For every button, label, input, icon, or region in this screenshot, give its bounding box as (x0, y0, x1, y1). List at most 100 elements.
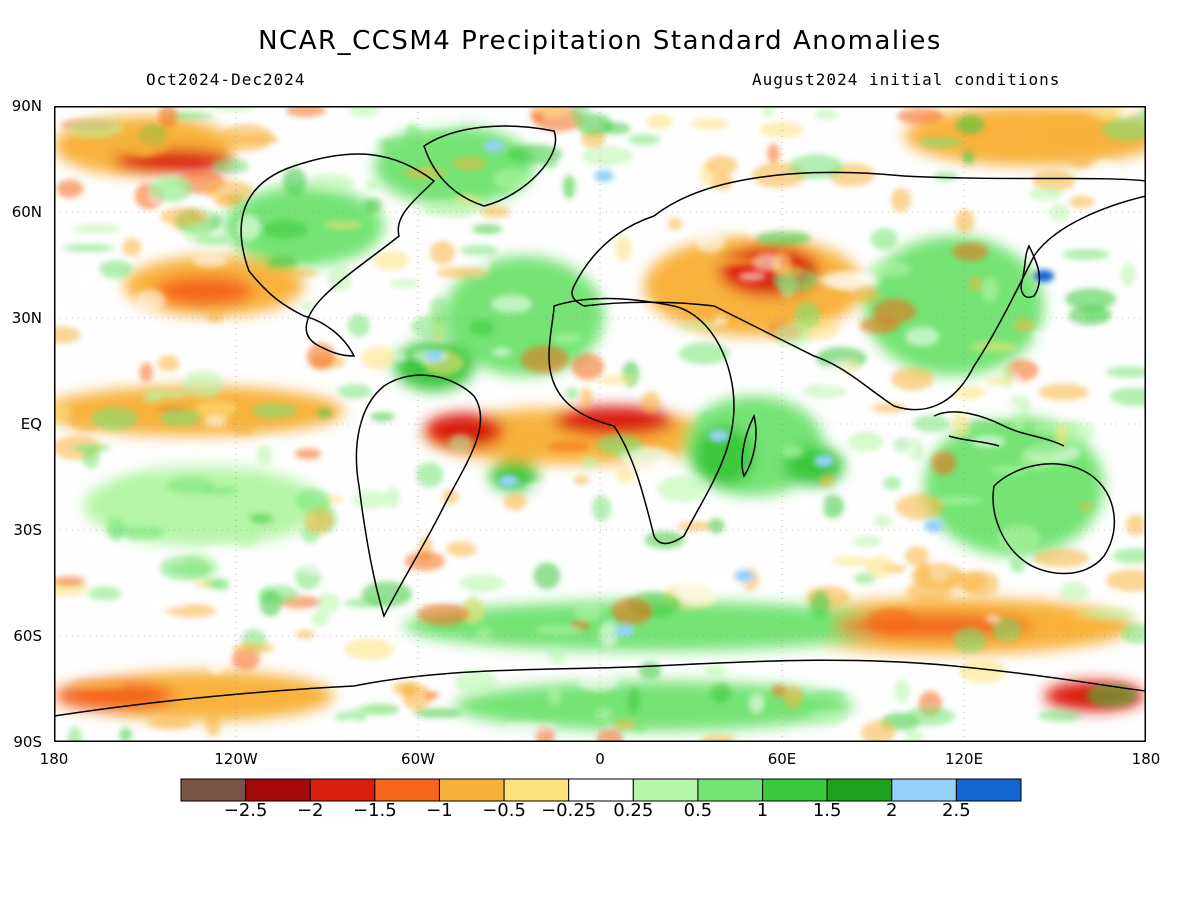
anomaly-speckle (54, 401, 72, 421)
anomaly-speckle (1110, 386, 1146, 407)
anomaly-speckle (548, 647, 566, 666)
anomaly-speckle (520, 345, 569, 374)
anomaly-speckle (256, 444, 273, 466)
colorbar-swatch (826, 778, 893, 802)
chart-title: NCAR_CCSM4 Precipitation Standard Anomal… (258, 26, 942, 56)
anomaly-speckle (182, 223, 213, 244)
anomaly-speckle (627, 687, 640, 715)
anomaly-speckle (233, 522, 258, 547)
anomaly-speckle (436, 267, 490, 279)
anomaly-speckle (1121, 622, 1146, 644)
anomaly-speckle (539, 156, 559, 169)
anomaly-speckle (699, 412, 717, 429)
anomaly-speckle (340, 717, 360, 742)
anomaly-speckle (1011, 412, 1026, 431)
anomaly-speckle (781, 445, 804, 459)
anomaly-speckle (990, 465, 1028, 475)
anomaly-speckle (401, 681, 420, 699)
anomaly-speckle (479, 205, 511, 218)
anomaly-core (594, 170, 614, 182)
core-dry-pacific (154, 276, 254, 306)
anomaly-speckle (307, 173, 354, 193)
anomaly-speckle (962, 150, 975, 165)
anomaly-speckle (1055, 423, 1068, 448)
anomaly-speckle (296, 557, 336, 574)
anomaly-speckle (895, 493, 944, 520)
anomaly-speckle (363, 198, 382, 213)
anomaly-speckle (365, 178, 383, 191)
anomaly-speckles (54, 106, 1146, 742)
lat-label-60s: 60S (13, 627, 42, 645)
anomaly-speckle (1038, 709, 1082, 722)
colorbar-swatch (632, 778, 699, 802)
anomaly-speckle (707, 518, 725, 534)
anomaly-speckle (410, 314, 466, 339)
anomaly-speckle (231, 648, 260, 671)
anomaly-speckle (422, 513, 461, 537)
anomaly-speckle (535, 625, 582, 635)
anomaly-speckle (992, 617, 1022, 642)
colorbar-label: 1 (756, 800, 769, 821)
anomaly-speckle (616, 467, 634, 483)
anomaly-speckle (71, 678, 128, 690)
anomaly-speckle (211, 159, 250, 174)
anomaly-speckle (581, 456, 598, 470)
anomaly-speckle (547, 685, 562, 706)
anomaly-speckle (641, 391, 661, 414)
anomaly-speckle (159, 555, 212, 581)
anomaly-speckle (196, 400, 237, 419)
anomaly-speckle (486, 622, 529, 641)
anomaly-speckle (1070, 158, 1098, 168)
greenland-outline (423, 125, 557, 207)
anomaly-core (1034, 270, 1054, 282)
anomaly-speckle (1079, 502, 1094, 511)
anomaly-speckle (236, 214, 261, 241)
anomaly-speckle (91, 407, 139, 431)
anomaly-speckle (821, 494, 845, 519)
anomaly-speckle (916, 563, 930, 585)
anomaly-speckle (657, 476, 708, 502)
anomaly-speckle (458, 574, 505, 593)
anomaly-speckle (99, 260, 133, 279)
anomaly-speckle (990, 270, 1020, 290)
anomaly-speckle (915, 285, 934, 294)
lat-label-90n: 90N (11, 97, 42, 115)
anomaly-speckle (711, 682, 731, 704)
anomaly-core (734, 570, 754, 582)
anomaly-speckle (424, 691, 440, 700)
anomaly-speckle (755, 230, 811, 246)
forecast-period: Oct2024-Dec2024 (146, 70, 306, 89)
anomaly-speckle (760, 121, 804, 138)
anomaly-speckle (704, 663, 726, 679)
anomaly-speckle (1032, 169, 1076, 192)
anomaly-speckle (203, 578, 224, 588)
anomaly-speckle (311, 610, 330, 626)
anomaly-speckle (867, 608, 916, 633)
lat-label-eq: EQ (20, 415, 42, 433)
anomaly-speckle (933, 171, 959, 182)
anomaly-speckle (67, 119, 123, 138)
anomaly-speckle (1062, 249, 1110, 261)
anomaly-speckle (788, 154, 844, 180)
anomaly-speckle (92, 585, 118, 594)
anomaly-speckle (773, 322, 811, 348)
anomaly-speckle (678, 320, 719, 331)
anomaly-speckle (166, 111, 214, 120)
colorbar (180, 778, 1022, 802)
anomaly-speckle (592, 495, 611, 522)
anomaly-speckle (424, 199, 480, 218)
colorbar-swatch (245, 778, 311, 802)
south-america-outline (355, 374, 482, 619)
anomaly-speckle (503, 493, 527, 511)
anomaly-speckle (459, 245, 498, 256)
anomaly-speckle (981, 277, 999, 303)
anomaly-speckle (205, 712, 221, 737)
gridlines (54, 106, 1146, 742)
anomaly-speckle (581, 146, 633, 166)
anomaly-speckle (595, 375, 637, 385)
core-dry-africa (554, 406, 674, 436)
lat-label-60n: 60N (11, 203, 42, 221)
anomaly-speckle (783, 685, 804, 709)
colorbar-swatch (180, 778, 247, 802)
anomaly-core (424, 350, 444, 362)
